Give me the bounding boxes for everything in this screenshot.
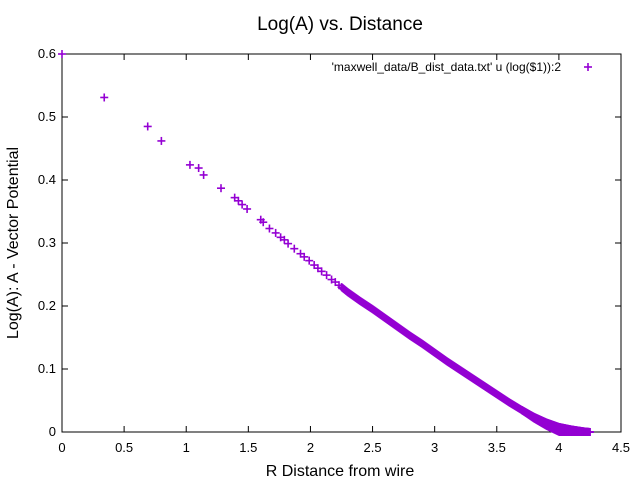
data-point xyxy=(280,235,289,244)
x-tick-label: 1 xyxy=(183,440,190,455)
x-tick-label: 0.5 xyxy=(115,440,133,455)
data-point xyxy=(290,244,299,253)
data-point xyxy=(217,184,226,193)
legend: 'maxwell_data/B_dist_data.txt' u (log($1… xyxy=(332,60,592,74)
y-tick-label: 0 xyxy=(49,424,56,439)
data-point xyxy=(265,224,274,233)
data-point xyxy=(157,136,166,145)
data-point xyxy=(305,256,314,265)
y-tick-label: 0.1 xyxy=(38,361,56,376)
x-tick-label: 4.5 xyxy=(612,440,630,455)
x-tick-label: 4 xyxy=(555,440,562,455)
x-tick-label: 3 xyxy=(431,440,438,455)
data-point xyxy=(194,164,203,173)
data-point xyxy=(259,218,268,227)
y-tick-label: 0.5 xyxy=(38,109,56,124)
data-point xyxy=(300,252,309,261)
data-point xyxy=(58,50,66,58)
x-tick-label: 2.5 xyxy=(364,440,382,455)
x-tick-label: 3.5 xyxy=(488,440,506,455)
legend-label: 'maxwell_data/B_dist_data.txt' u (log($1… xyxy=(332,60,562,74)
y-tick-label: 0.4 xyxy=(38,172,56,187)
x-axis-label: R Distance from wire xyxy=(266,463,415,480)
data-point xyxy=(143,122,152,131)
data-point xyxy=(243,204,252,213)
data-point xyxy=(317,267,326,276)
y-tick-label: 0.3 xyxy=(38,235,56,250)
ticks: 0 0.5 1 1.5 2 2.5 3 3.5 4 4.5 0 0.1 0.2 0.3 0.4 0.5 0.6 xyxy=(38,46,630,455)
data-point xyxy=(271,228,280,237)
data-point xyxy=(100,93,109,102)
data-point xyxy=(238,200,247,209)
y-axis-label: Log(A): A - Vector Potential xyxy=(5,147,22,339)
y-tick-label: 0.6 xyxy=(38,46,56,61)
data-point xyxy=(234,196,243,205)
data-point xyxy=(585,428,594,436)
chart-title: Log(A) vs. Distance xyxy=(257,14,423,35)
legend-marker xyxy=(584,63,592,71)
y-tick-label: 0.2 xyxy=(38,298,56,313)
data-points xyxy=(58,50,594,436)
data-point xyxy=(199,170,208,179)
x-tick-label: 2 xyxy=(307,440,314,455)
data-point xyxy=(185,160,194,169)
data-point xyxy=(322,271,331,280)
data-point xyxy=(284,239,293,248)
x-tick-label: 0 xyxy=(58,440,65,455)
x-tick-label: 1.5 xyxy=(239,440,257,455)
